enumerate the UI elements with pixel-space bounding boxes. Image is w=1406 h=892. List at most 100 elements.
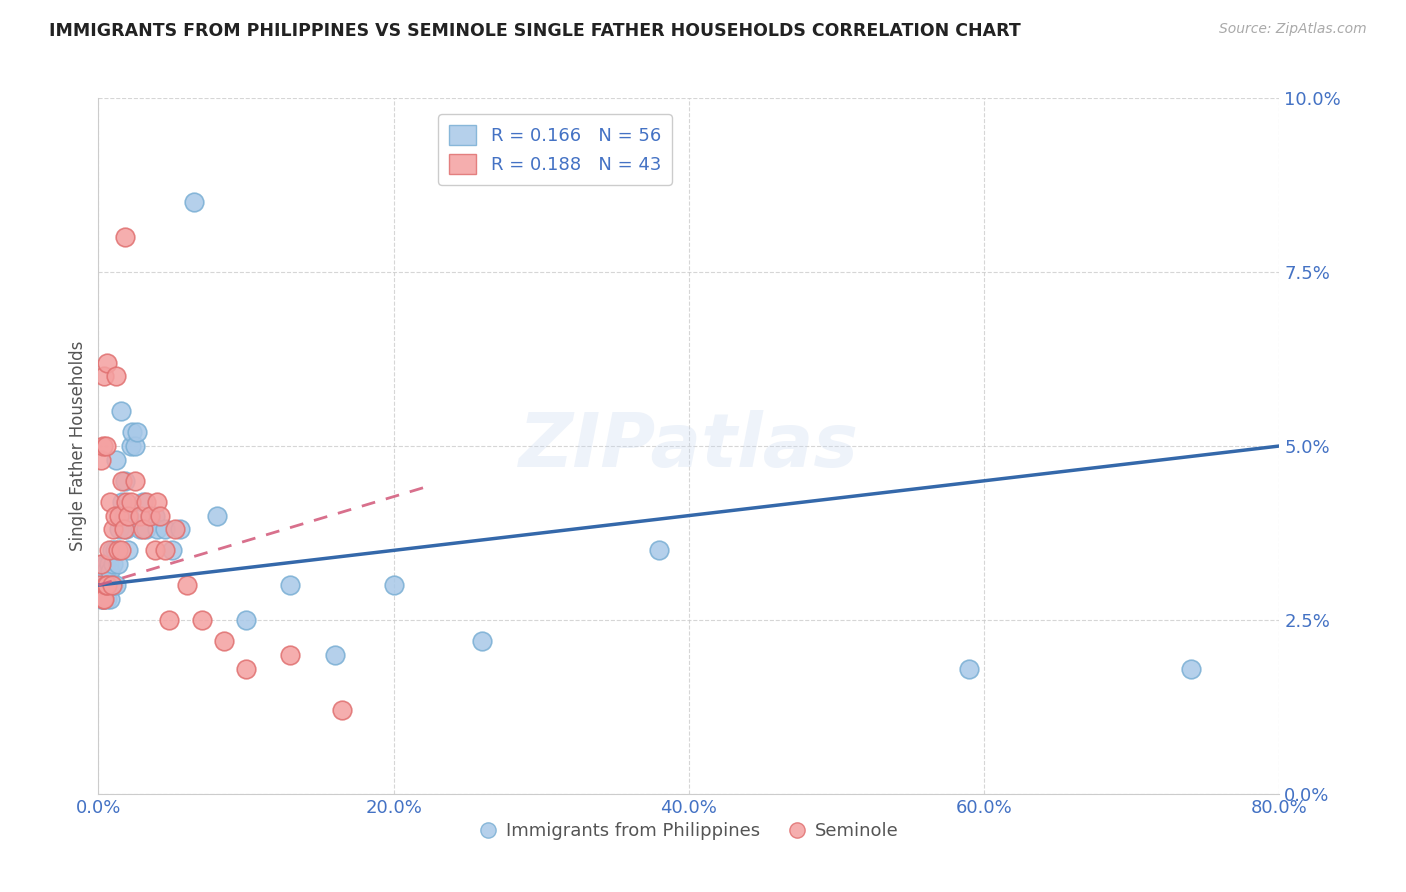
Point xyxy=(90,592,112,607)
Point xyxy=(153,543,176,558)
Point xyxy=(143,508,166,523)
Point xyxy=(118,508,141,523)
Text: Source: ZipAtlas.com: Source: ZipAtlas.com xyxy=(1219,22,1367,37)
Text: ZIPatlas: ZIPatlas xyxy=(519,409,859,483)
Point xyxy=(108,508,131,523)
Point xyxy=(165,523,187,537)
Point xyxy=(114,474,136,488)
Point xyxy=(183,195,205,210)
Point xyxy=(93,369,115,384)
Point xyxy=(471,633,494,648)
Point xyxy=(280,648,302,662)
Point xyxy=(169,523,191,537)
Point xyxy=(105,578,128,592)
Point xyxy=(959,662,981,676)
Point xyxy=(91,578,114,592)
Point xyxy=(94,578,117,592)
Point xyxy=(648,543,671,558)
Point xyxy=(90,453,112,467)
Point xyxy=(115,523,138,537)
Point xyxy=(98,494,121,508)
Point xyxy=(96,592,118,607)
Point xyxy=(1180,662,1202,676)
Point xyxy=(104,543,127,558)
Point xyxy=(90,558,112,572)
Point xyxy=(112,508,135,523)
Point xyxy=(120,439,142,453)
Point xyxy=(93,592,115,607)
Point xyxy=(149,508,172,523)
Point xyxy=(162,543,183,558)
Point xyxy=(96,578,118,592)
Point xyxy=(94,578,117,592)
Point xyxy=(121,425,143,439)
Point xyxy=(212,633,235,648)
Point xyxy=(114,230,136,244)
Point xyxy=(93,592,115,607)
Point xyxy=(90,564,112,578)
Point xyxy=(111,494,134,508)
Point xyxy=(128,523,150,537)
Point xyxy=(100,578,122,592)
Point xyxy=(94,564,117,578)
Point xyxy=(235,613,257,627)
Point xyxy=(105,369,128,384)
Point xyxy=(143,543,166,558)
Point xyxy=(91,592,114,607)
Point xyxy=(91,558,114,572)
Point xyxy=(91,592,114,607)
Point xyxy=(98,564,121,578)
Point xyxy=(135,523,157,537)
Point xyxy=(330,703,353,717)
Point xyxy=(146,494,169,508)
Point xyxy=(135,494,157,508)
Point xyxy=(120,494,142,508)
Point xyxy=(124,439,146,453)
Point xyxy=(115,494,138,508)
Point xyxy=(111,474,134,488)
Point xyxy=(110,404,132,418)
Point xyxy=(382,578,405,592)
Point xyxy=(107,543,129,558)
Point xyxy=(104,508,127,523)
Legend: Immigrants from Philippines, Seminole: Immigrants from Philippines, Seminole xyxy=(472,815,905,847)
Point xyxy=(139,508,162,523)
Point xyxy=(205,508,228,523)
Point xyxy=(157,613,180,627)
Point xyxy=(91,439,114,453)
Point xyxy=(89,578,111,592)
Point xyxy=(323,648,346,662)
Y-axis label: Single Father Households: Single Father Households xyxy=(69,341,87,551)
Point xyxy=(176,578,198,592)
Point xyxy=(96,578,118,592)
Text: IMMIGRANTS FROM PHILIPPINES VS SEMINOLE SINGLE FATHER HOUSEHOLDS CORRELATION CHA: IMMIGRANTS FROM PHILIPPINES VS SEMINOLE … xyxy=(49,22,1021,40)
Point xyxy=(93,564,115,578)
Point xyxy=(132,494,155,508)
Point xyxy=(97,558,120,572)
Point xyxy=(124,474,146,488)
Point xyxy=(105,453,128,467)
Point xyxy=(117,543,139,558)
Point xyxy=(110,543,132,558)
Point xyxy=(235,662,257,676)
Point xyxy=(100,543,122,558)
Point xyxy=(108,523,131,537)
Point xyxy=(94,558,117,572)
Point xyxy=(153,523,176,537)
Point xyxy=(146,523,169,537)
Point xyxy=(128,508,150,523)
Point xyxy=(139,508,162,523)
Point xyxy=(103,523,125,537)
Point xyxy=(97,578,120,592)
Point xyxy=(103,578,125,592)
Point xyxy=(132,523,155,537)
Point xyxy=(97,543,120,558)
Point xyxy=(125,425,148,439)
Point xyxy=(103,558,125,572)
Point xyxy=(100,578,122,592)
Point xyxy=(280,578,302,592)
Point xyxy=(96,355,118,369)
Point xyxy=(112,523,135,537)
Point xyxy=(107,558,129,572)
Point xyxy=(94,439,117,453)
